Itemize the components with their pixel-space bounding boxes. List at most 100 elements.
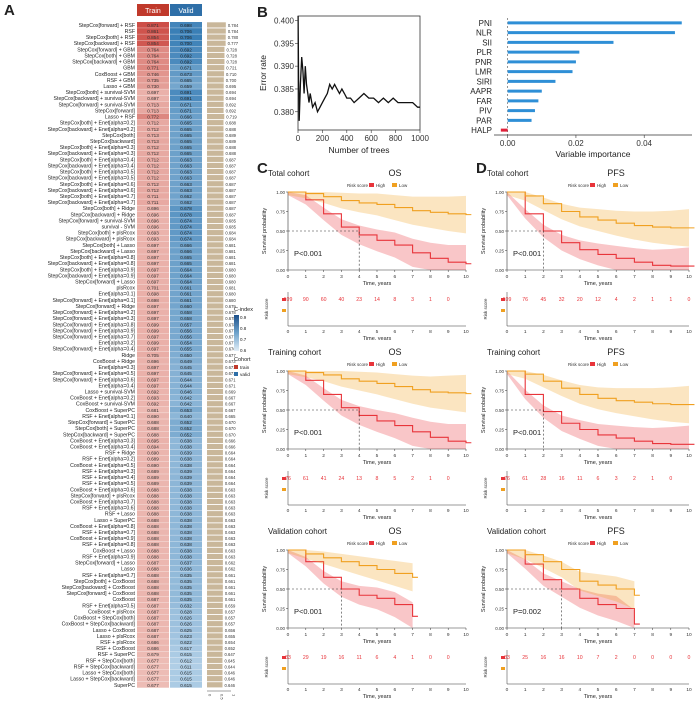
mean-bar [207, 364, 224, 370]
km-xtick-label: 0 [506, 453, 509, 459]
mean-bar-value: 0.680 [225, 280, 236, 285]
train-cell-value: 0.697 [147, 377, 159, 382]
valid-cell-value: 0.638 [180, 512, 192, 517]
risk-low-swatch [501, 309, 505, 312]
train-cell [137, 40, 169, 47]
risk-xtick-label: 5 [597, 329, 600, 335]
valid-cell [170, 370, 202, 377]
risk-ylabel: Risk score [264, 656, 269, 678]
valid-cell [170, 443, 202, 450]
valid-cell [170, 492, 202, 499]
km-xtick-label: 2 [322, 274, 325, 280]
km-subtitle: Training cohort [268, 348, 322, 357]
mean-bar [207, 498, 223, 505]
train-cell-value: 0.690 [147, 414, 159, 419]
mean-bar-value: 0.663 [225, 487, 236, 492]
mean-bar [207, 162, 224, 169]
km-xtick-label: 10 [463, 632, 469, 638]
mean-bar-value: 0.657 [225, 616, 236, 621]
train-cell-value: 0.712 [147, 163, 159, 168]
mean-bar-value: 0.663 [225, 542, 236, 547]
mean-bar [207, 346, 224, 352]
importance-category: AAPR [470, 87, 492, 96]
mean-bar [207, 425, 224, 431]
valid-cell-value: 0.665 [180, 127, 192, 132]
mean-bar [207, 71, 225, 77]
risk-high-count: 16 [559, 476, 565, 482]
risk-xtick-label: 6 [615, 508, 618, 514]
km-confidence-band [288, 192, 466, 234]
valid-cell-value: 0.637 [180, 561, 192, 566]
train-cell-value: 0.687 [147, 622, 159, 627]
mean-bar [207, 529, 223, 535]
train-cell-value: 0.688 [147, 487, 159, 492]
risk-xtick-label: 3 [340, 329, 343, 335]
model-label: StepCox[backward] + Enet[alpha=0.5] [48, 176, 136, 182]
valid-cell [170, 510, 202, 517]
legend-cindex-tick: 0.7 [240, 337, 247, 342]
train-cell [137, 101, 169, 108]
risk-high-count: 14 [374, 297, 380, 303]
train-cell [137, 431, 169, 438]
model-label: Lasso + SuperPC [94, 518, 135, 524]
valid-cell-value: 0.653 [180, 408, 192, 413]
km-legend-high-label: High [376, 183, 386, 188]
km-confidence-band [288, 371, 466, 449]
km-d-bot: Validation cohort PFS Risk score High Low 0.0… [481, 526, 692, 700]
model-label: RSF + plsRcox [100, 640, 135, 646]
legend-valid-swatch [234, 372, 238, 376]
importance-category: PNR [475, 58, 492, 67]
train-cell [137, 131, 169, 138]
valid-cell [170, 156, 202, 163]
model-label: Lasso + survival-SVM [85, 389, 135, 395]
mean-bar-value: 0.657 [225, 609, 236, 614]
risk-high-count: 4 [615, 297, 618, 303]
valid-cell-value: 0.617 [180, 646, 192, 651]
train-cell [137, 449, 169, 456]
valid-cell [170, 254, 202, 260]
mean-bar [207, 486, 223, 492]
mean-bar-value: 0.728 [226, 60, 237, 65]
train-cell [137, 474, 169, 480]
model-label: CoxBoost + SuperPC [86, 408, 136, 414]
risk-xtick-label: 8 [651, 508, 654, 514]
train-cell [137, 486, 169, 493]
valid-cell [170, 52, 202, 59]
km-ytick-label: 0.00 [276, 447, 285, 452]
model-label: Lasso + plsRcox [97, 634, 136, 640]
risk-ylabel: Risk score [483, 656, 488, 678]
model-label: CoxBoost + GBM [95, 72, 135, 78]
mean-bar [207, 187, 224, 193]
model-label: RSF + Enet[alpha=0.9] [82, 554, 135, 560]
km-legend-title: Risk score [568, 541, 590, 546]
km-ytick-label: 0.50 [276, 229, 285, 234]
km-xtick-label: 0 [506, 274, 509, 280]
valid-cell-value: 0.655 [180, 347, 192, 352]
model-label: CoxBoost + Lasso [93, 548, 135, 554]
legend-train-swatch [234, 365, 238, 369]
train-cell-value: 0.697 [147, 249, 159, 254]
km-xtick-label: 10 [686, 274, 692, 280]
km-xtick-label: 8 [651, 632, 654, 638]
risk-high-count: 0 [447, 297, 450, 303]
mean-bar-value: 0.692 [226, 108, 237, 113]
km-median-line [288, 409, 360, 449]
train-cell-value: 0.688 [147, 426, 159, 431]
valid-cell-value: 0.698 [180, 23, 192, 28]
mean-bar-value: 0.669 [225, 389, 236, 394]
importance-category: NLR [476, 29, 492, 38]
model-label: CoxBoost + Enet[alpha=0.8] [70, 524, 135, 530]
train-cell [137, 626, 169, 633]
mean-bar [207, 89, 224, 95]
km-title: OS [388, 526, 401, 536]
valid-cell-value: 0.656 [180, 328, 192, 333]
risk-high-count: 109 [284, 297, 293, 303]
model-label: StepCox[forward] + Lasso [75, 561, 135, 567]
mean-bar [207, 242, 224, 248]
valid-cell-value: 0.665 [180, 78, 192, 83]
valid-cell [170, 235, 202, 242]
valid-cell [170, 535, 202, 542]
km-survival-curve [507, 191, 695, 267]
valid-cell-value: 0.665 [180, 255, 192, 260]
km-legend-high-label: High [597, 183, 607, 188]
